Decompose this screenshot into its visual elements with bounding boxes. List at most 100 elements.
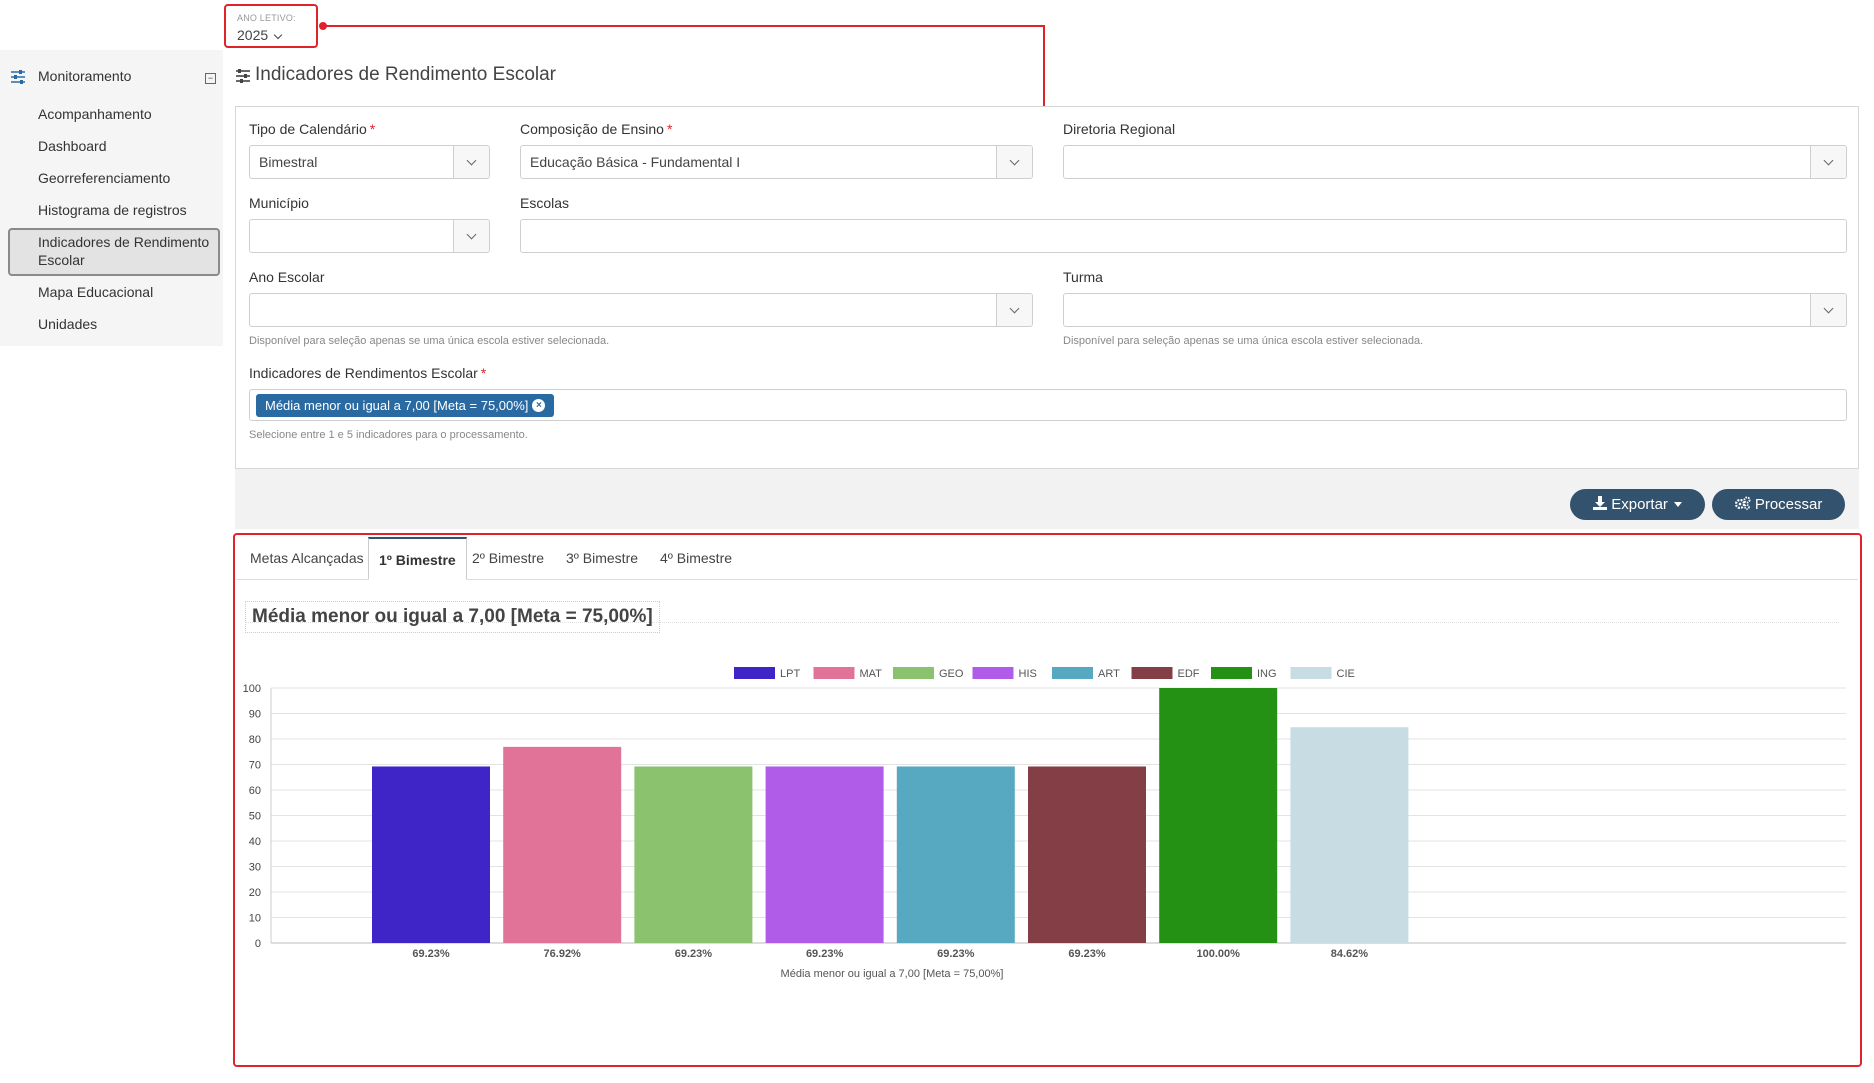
bar-his (765, 766, 884, 943)
chevron-down-icon[interactable] (1810, 294, 1846, 326)
bar-value-label: 69.23% (412, 948, 450, 960)
ano-escolar-label: Ano Escolar (249, 269, 325, 285)
legend-swatch-mat (813, 667, 855, 679)
chevron-down-icon[interactable] (996, 294, 1032, 326)
sidebar: Monitoramento − Acompanhamento Dashboard… (0, 50, 223, 346)
gears-icon (1734, 496, 1751, 510)
ano-escolar-select[interactable] (249, 293, 1033, 327)
bar-edf (1028, 766, 1146, 943)
legend-label-art: ART (1098, 668, 1120, 680)
bar-value-label: 76.92% (544, 948, 582, 960)
legend-label-edf: EDF (1178, 668, 1200, 680)
y-tick-label: 30 (249, 862, 261, 874)
y-tick-label: 10 (249, 913, 261, 925)
legend-swatch-geo (893, 667, 934, 679)
municipio-select[interactable] (249, 219, 490, 253)
indicadores-label: Indicadores de Rendimentos Escolar * (249, 365, 487, 381)
diretoria-select[interactable] (1063, 145, 1847, 179)
tipo-calendario-label: Tipo de Calendário * (249, 121, 376, 137)
sidebar-header[interactable]: Monitoramento − (0, 60, 223, 92)
indicadores-help: Selecione entre 1 e 5 indicadores para o… (249, 429, 528, 441)
process-button[interactable]: Processar (1712, 489, 1845, 520)
chevron-down-icon[interactable] (996, 146, 1032, 178)
year-label: ANO LETIVO: (237, 13, 296, 23)
y-tick-label: 90 (249, 709, 261, 721)
caret-down-icon (1673, 501, 1682, 507)
chevron-down-icon[interactable] (453, 146, 489, 178)
process-label: Processar (1754, 496, 1823, 513)
sidebar-title: Monitoramento (38, 68, 132, 84)
page-title: Indicadores de Rendimento Escolar (255, 64, 557, 85)
sidebar-item-mapa[interactable]: Mapa Educacional (38, 284, 154, 300)
bar-value-label: 69.23% (675, 948, 713, 960)
tab-2-bimestre[interactable]: 2º Bimestre (472, 550, 545, 566)
indicator-tag[interactable]: Média menor ou igual a 7,00 [Meta = 75,0… (256, 394, 555, 417)
results-panel: Metas Alcançadas 1º Bimestre 2º Bimestre… (233, 533, 1862, 1067)
legend-swatch-edf (1131, 667, 1173, 679)
tab-metas-alcancadas[interactable]: Metas Alcançadas (250, 550, 364, 566)
tab-4-bimestre[interactable]: 4º Bimestre (660, 550, 733, 566)
tab-3-bimestre[interactable]: 3º Bimestre (566, 550, 639, 566)
sidebar-item-dashboard[interactable]: Dashboard (38, 138, 107, 154)
turma-help: Disponível para seleção apenas se uma ún… (1063, 335, 1424, 347)
bar-value-label: 69.23% (1068, 948, 1106, 960)
legend-label-his: HIS (1019, 668, 1037, 680)
tab-bar: Metas Alcançadas 1º Bimestre 2º Bimestre… (237, 537, 1858, 580)
chevron-down-icon[interactable] (1810, 146, 1846, 178)
bar-lpt (372, 766, 490, 943)
chart-title: Média menor ou igual a 7,00 [Meta = 75,0… (245, 601, 660, 633)
tipo-calendario-select[interactable]: Bimestral (249, 145, 490, 179)
sidebar-active-highlight (8, 228, 220, 276)
sidebar-item-histograma[interactable]: Histograma de registros (38, 202, 187, 218)
chart-title-divider (245, 622, 1839, 623)
y-tick-label: 70 (249, 760, 261, 772)
bar-cie (1290, 727, 1409, 943)
bar-chart: 0 10 20 30 40 50 60 70 80 90 100 69.23% 76.92% 69.23%… (243, 667, 1846, 980)
bar-value-label: 100.00% (1196, 948, 1240, 960)
tipo-calendario-value: Bimestral (259, 154, 318, 170)
legend-swatch-cie (1290, 667, 1332, 679)
composicao-value: Educação Básica - Fundamental I (530, 154, 741, 170)
chevron-down-icon[interactable] (453, 220, 489, 252)
sidebar-item-georreferenciamento[interactable]: Georreferenciamento (38, 170, 171, 186)
legend-label-lpt: LPT (780, 668, 800, 680)
sidebar-item-indicadores[interactable]: Indicadores de Rendimento Escolar (38, 234, 210, 268)
filters-panel: Tipo de Calendário * Bimestral Composição… (235, 106, 1859, 469)
tab-1-bimestre[interactable]: 1º Bimestre (368, 537, 467, 580)
export-label: Exportar (1611, 496, 1668, 513)
y-tick-label: 60 (249, 785, 261, 797)
indicadores-multiselect[interactable]: Média menor ou igual a 7,00 [Meta = 75,0… (249, 389, 1847, 421)
y-tick-label: 50 (249, 811, 261, 823)
legend-swatch-lpt (734, 667, 775, 679)
remove-tag-icon[interactable]: × (532, 399, 546, 413)
y-tick-label: 0 (255, 938, 261, 950)
y-tick-label: 20 (249, 887, 261, 899)
bar-value-label: 84.62% (1331, 948, 1369, 960)
year-selector[interactable]: ANO LETIVO: 2025 (224, 4, 318, 48)
legend-label-geo: GEO (939, 668, 964, 680)
diretoria-label: Diretoria Regional (1063, 121, 1176, 137)
bar-mat (503, 746, 622, 943)
escolas-input[interactable] (520, 219, 1847, 253)
chevron-down-icon (273, 30, 283, 40)
turma-select[interactable] (1063, 293, 1847, 327)
escolas-label: Escolas (520, 195, 570, 211)
sidebar-item-acompanhamento[interactable]: Acompanhamento (38, 106, 152, 122)
sliders-icon (11, 70, 25, 84)
composicao-label: Composição de Ensino * (520, 121, 673, 137)
x-axis-title: Média menor ou igual a 7,00 [Meta = 75,0… (781, 968, 1004, 980)
export-button[interactable]: Exportar (1570, 489, 1705, 520)
bar-value-label: 69.23% (937, 948, 975, 960)
y-tick-label: 40 (249, 836, 261, 848)
indicator-tag-label: Média menor ou igual a 7,00 [Meta = 75,0… (265, 398, 529, 413)
composicao-select[interactable]: Educação Básica - Fundamental I (520, 145, 1033, 179)
sidebar-item-unidades[interactable]: Unidades (38, 316, 98, 332)
year-value: 2025 (237, 27, 269, 43)
legend-swatch-his (972, 667, 1014, 679)
bar-ing (1159, 688, 1278, 943)
collapse-icon[interactable]: − (205, 73, 216, 84)
municipio-label: Município (249, 195, 309, 211)
download-icon (1593, 496, 1608, 511)
legend-swatch-ing (1211, 667, 1252, 679)
y-tick-label: 80 (249, 734, 261, 746)
